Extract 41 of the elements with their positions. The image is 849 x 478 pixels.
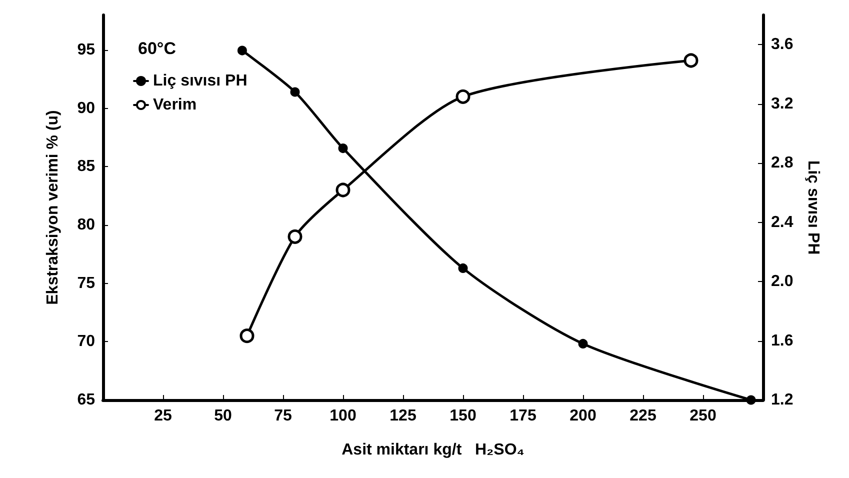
x-tick-label: 25 [154, 408, 172, 424]
point [684, 53, 698, 68]
y-tick-label: 85 [77, 158, 96, 176]
point [458, 263, 468, 273]
y2-axis-title: Liç sıvısı PH [804, 160, 822, 255]
x-tick-label: 75 [274, 408, 292, 424]
x-tick-label: 100 [330, 408, 356, 424]
y2-tick-label: 1.2 [771, 392, 794, 408]
y-tick-label: 95 [77, 42, 96, 58]
point [240, 328, 254, 344]
annotation: 60°C [138, 39, 176, 58]
point [237, 46, 247, 56]
x-tick-label: 200 [570, 408, 596, 424]
x-tick-label: 150 [450, 408, 476, 424]
legend-label: Verim [153, 96, 197, 114]
y-tick-label: 70 [77, 333, 96, 350]
y2-tick-label: 1.6 [771, 332, 794, 350]
x-axis-title: Asit miktarı kg/t H₂SO₄ [342, 442, 524, 458]
point [290, 87, 300, 97]
y-tick-label: 80 [77, 216, 96, 234]
x-tick-label: 50 [214, 408, 232, 424]
legend-label: Liç sıvısı PH [153, 72, 248, 90]
point [456, 89, 470, 104]
y2-tick-label: 3.6 [771, 36, 794, 54]
y2-tick-label: 2.8 [771, 154, 794, 172]
y-tick-label: 65 [77, 392, 96, 408]
y2-tick-label: 2.4 [771, 214, 794, 231]
point [578, 338, 588, 348]
x-tick-label: 125 [390, 408, 416, 424]
y2-tick-label: 3.2 [771, 95, 794, 112]
x-tick-label: 225 [630, 408, 656, 424]
point [336, 182, 350, 198]
point [288, 229, 302, 244]
x-tick-label: 250 [690, 408, 716, 424]
y2-tick-label: 2.0 [771, 273, 794, 290]
x-tick-label: 175 [510, 408, 536, 424]
y-tick-label: 90 [77, 100, 96, 117]
point [338, 144, 348, 154]
y-tick-label: 75 [77, 274, 96, 292]
point [746, 395, 756, 405]
y-axis-title: Ekstraksiyon verimi % (u) [44, 110, 62, 305]
